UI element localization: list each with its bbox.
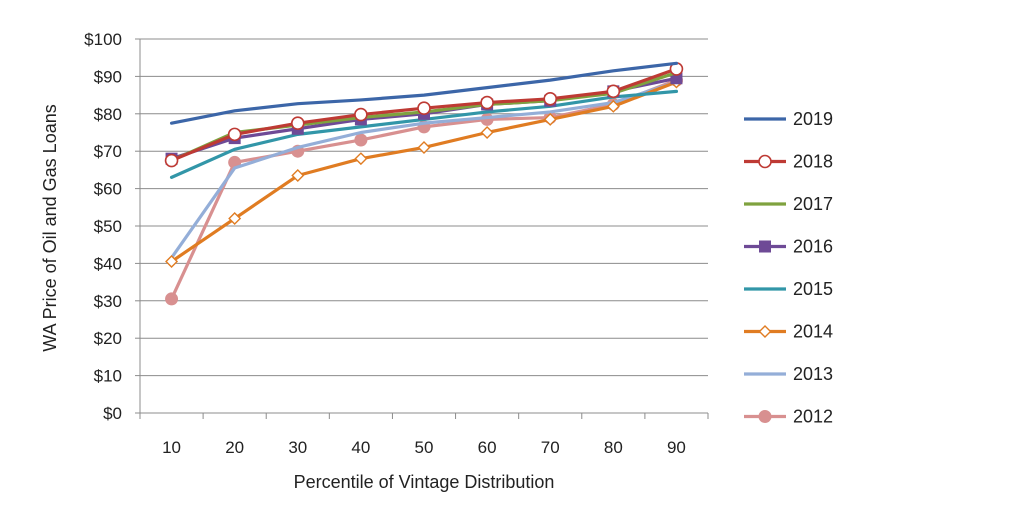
- legend-label: 2016: [793, 237, 833, 257]
- series-2013: [169, 80, 679, 260]
- legend: 2019 2018 2017 2016 2015 2014 2013 2012: [744, 109, 833, 427]
- legend-label: 2017: [793, 194, 833, 214]
- x-tick-label: 90: [667, 438, 686, 457]
- data-point-2014: [543, 112, 557, 126]
- data-point-2014: [228, 212, 242, 226]
- legend-marker: [759, 240, 771, 253]
- legend-label: 2015: [793, 279, 833, 299]
- series-2018: [164, 62, 684, 168]
- gridlines: [140, 38, 708, 377]
- y-tick-label: $50: [94, 217, 122, 236]
- series-lines: [164, 61, 684, 306]
- x-tick-label: 30: [288, 438, 307, 457]
- x-tick-label: 10: [162, 438, 181, 457]
- data-point-2018: [164, 153, 179, 168]
- x-tick-label: 20: [225, 438, 244, 457]
- data-point-2012: [354, 133, 368, 147]
- legend-label: 2014: [793, 322, 833, 342]
- series-2019: [169, 61, 679, 125]
- legend-item-2014: 2014: [744, 322, 833, 342]
- data-point-2014: [354, 152, 368, 166]
- legend-label: 2019: [793, 109, 833, 129]
- data-point-2018: [417, 101, 431, 115]
- data-point-2014: [417, 140, 431, 154]
- x-tick-label: 60: [478, 438, 497, 457]
- data-point-2014: [291, 169, 305, 182]
- legend-item-2017: 2017: [744, 194, 833, 214]
- y-tick-label: $0: [103, 404, 122, 423]
- data-point-2018: [354, 107, 368, 122]
- legend-label: 2018: [793, 152, 833, 172]
- legend-label: 2013: [793, 364, 833, 384]
- x-tick-label: 40: [351, 438, 370, 457]
- data-point-2018: [227, 127, 242, 142]
- series-line-2019: [169, 61, 679, 125]
- x-axis-title: Percentile of Vintage Distribution: [294, 472, 555, 492]
- legend-item-2013: 2013: [744, 364, 833, 384]
- x-tick-label: 80: [604, 438, 623, 457]
- y-tick-label: $100: [84, 30, 122, 49]
- data-point-2018: [543, 92, 558, 106]
- y-tick-label: $90: [94, 67, 122, 86]
- axes: $0 $10 $20 $30 $40 $50 $60 $70 $80 $90 $100 10 20 30 4…: [84, 30, 709, 457]
- data-point-2014: [606, 99, 620, 113]
- data-point-2018: [480, 95, 494, 110]
- legend-label: 2012: [793, 407, 833, 427]
- data-point-2018: [290, 116, 305, 130]
- legend-marker: [758, 410, 772, 423]
- legend-item-2015: 2015: [744, 279, 833, 299]
- legend-item-2018: 2018: [744, 152, 833, 172]
- x-tick-label: 70: [541, 438, 560, 457]
- data-point-2012: [165, 292, 179, 306]
- legend-item-2012: 2012: [744, 407, 833, 427]
- y-tick-label: $70: [94, 142, 122, 161]
- legend-marker: [758, 154, 772, 169]
- y-tick-label: $30: [94, 292, 122, 311]
- y-axis-title: WA Price of Oil and Gas Loans: [40, 104, 60, 351]
- data-point-2018: [606, 84, 621, 99]
- y-tick-label: $60: [94, 180, 122, 199]
- y-tick-label: $80: [94, 105, 122, 124]
- data-point-2014: [165, 255, 179, 269]
- series-line-2013: [169, 80, 679, 260]
- x-tick-label: 50: [415, 438, 434, 457]
- y-tick-label: $40: [94, 254, 122, 273]
- data-point-2014: [480, 126, 494, 139]
- y-tick-label: $20: [94, 329, 122, 348]
- legend-marker: [758, 325, 772, 338]
- legend-item-2016: 2016: [744, 237, 833, 257]
- legend-item-2019: 2019: [744, 109, 833, 129]
- y-tick-label: $10: [94, 367, 122, 386]
